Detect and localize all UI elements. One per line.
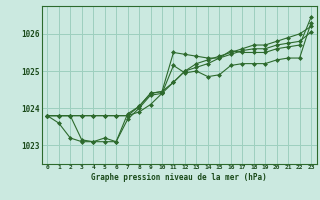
X-axis label: Graphe pression niveau de la mer (hPa): Graphe pression niveau de la mer (hPa) — [91, 173, 267, 182]
